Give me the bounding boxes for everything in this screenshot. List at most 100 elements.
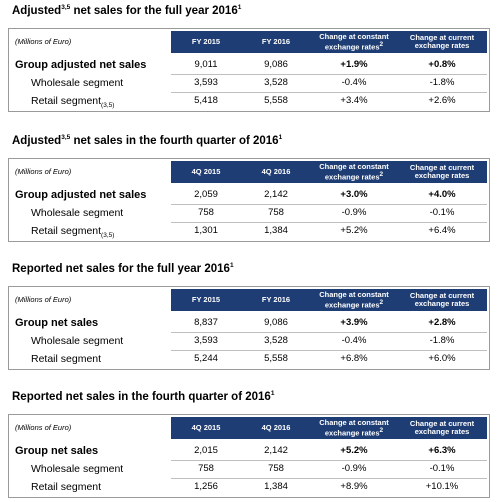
text-part: Adjusted bbox=[12, 134, 62, 147]
header-text: FY 2015 bbox=[192, 38, 220, 46]
header-band bbox=[171, 31, 487, 53]
table: (Millions of Euro) 4Q 2015 4Q 2016 Change a… bbox=[8, 158, 490, 242]
header-row: (Millions of Euro) 4Q 2015 4Q 2016 Change a… bbox=[9, 159, 489, 183]
value-cell: 758 bbox=[198, 463, 214, 474]
section-title: Adjusted3,5 net sales in the fourth quar… bbox=[12, 134, 282, 147]
row-divider bbox=[171, 204, 487, 205]
value-cell: 3,528 bbox=[264, 335, 288, 346]
value-cell: -0.9% bbox=[341, 463, 367, 474]
header-band bbox=[171, 161, 487, 183]
superscript: 2 bbox=[379, 298, 384, 306]
text-part: FY 2016 bbox=[261, 295, 291, 304]
text-part: net sales in the fourth quarter of 2016 bbox=[70, 134, 279, 147]
header-cell: Change at current exchange rates bbox=[397, 289, 487, 311]
header-cell: (Millions of Euro) bbox=[9, 289, 171, 311]
text-part: 4Q 2016 bbox=[261, 423, 291, 432]
value-cell: 758 bbox=[198, 207, 214, 218]
text-part: Group adjusted net sales bbox=[15, 189, 147, 201]
text-part: 4Q 2016 bbox=[261, 167, 291, 176]
table-row: Group adjusted net sales 2,059 2,142 +3.0% +… bbox=[9, 187, 489, 203]
superscript: 2 bbox=[379, 170, 384, 178]
value-cell: 3,593 bbox=[194, 77, 218, 88]
value-cell: +3.9% bbox=[340, 317, 368, 328]
header-text: Change at current exchange rates bbox=[397, 164, 487, 180]
superscript: 1 bbox=[229, 262, 234, 269]
header-cell: (Millions of Euro) bbox=[9, 161, 171, 183]
header-cell: 4Q 2015 bbox=[171, 161, 241, 183]
header-cell: Change at constant exchange rates2 bbox=[311, 31, 397, 53]
row-label: Retail segment(3,5) bbox=[9, 93, 193, 109]
section-title: Reported net sales in the fourth quarter… bbox=[12, 390, 274, 403]
text-part: (Millions of Euro) bbox=[15, 37, 72, 46]
table-row: Wholesale segment 758 758 -0.9% -0.1% bbox=[9, 461, 489, 477]
header-text: FY 2015 bbox=[192, 296, 220, 304]
value-cell: 9,086 bbox=[264, 59, 288, 70]
text-part: Wholesale segment bbox=[31, 335, 124, 347]
header-text: 4Q 2016 bbox=[262, 168, 291, 176]
value-cell: 9,086 bbox=[264, 317, 288, 328]
row-label: Retail segment(3,5) bbox=[9, 223, 193, 239]
header-cell: Change at current exchange rates bbox=[397, 417, 487, 439]
value-cell: 5,558 bbox=[264, 95, 288, 106]
table: (Millions of Euro) 4Q 2015 4Q 2016 Change a… bbox=[8, 414, 490, 498]
table-row: Group net sales 8,837 9,086 +3.9% +2.8% bbox=[9, 315, 489, 331]
value-cell: 5,418 bbox=[194, 95, 218, 106]
value-cell: 1,384 bbox=[264, 481, 288, 492]
value-cell: 1,301 bbox=[194, 225, 218, 236]
header-text: Change at current exchange rates bbox=[397, 34, 487, 50]
superscript: 3,5 bbox=[61, 4, 71, 11]
value-cell: 1,384 bbox=[264, 225, 288, 236]
text-part: Change at current exchange rates bbox=[409, 33, 475, 50]
text-part: Reported net sales for the full year 201… bbox=[12, 262, 230, 275]
text-part: Change at constant exchange rates bbox=[319, 31, 389, 52]
header-cell: Change at current exchange rates bbox=[397, 31, 487, 53]
row-label: Wholesale segment bbox=[9, 461, 193, 477]
text-part: Change at current exchange rates bbox=[409, 419, 475, 436]
table-row: Retail segment(3,5) 1,301 1,384 +5.2% +6.4% bbox=[9, 223, 489, 239]
header-text: Change at constant exchange rates2 bbox=[311, 418, 397, 438]
header-band bbox=[171, 417, 487, 439]
value-cell: -0.1% bbox=[429, 207, 455, 218]
text-part: (Millions of Euro) bbox=[15, 167, 72, 176]
row-divider bbox=[171, 74, 487, 75]
header-row: (Millions of Euro) 4Q 2015 4Q 2016 Change a… bbox=[9, 415, 489, 439]
table-row: Wholesale segment 758 758 -0.9% -0.1% bbox=[9, 205, 489, 221]
text-part: 4Q 2015 bbox=[191, 167, 221, 176]
value-cell: +3.4% bbox=[340, 95, 368, 106]
table-row: Group net sales 2,015 2,142 +5.2% +6.3% bbox=[9, 443, 489, 459]
header-cell: FY 2016 bbox=[241, 289, 311, 311]
value-cell: 758 bbox=[268, 463, 284, 474]
row-label: Retail segment bbox=[9, 351, 193, 367]
header-cell: FY 2016 bbox=[241, 31, 311, 53]
text-part: (Millions of Euro) bbox=[15, 295, 72, 304]
value-cell: 2,142 bbox=[264, 189, 288, 200]
row-label: Group adjusted net sales bbox=[9, 57, 177, 73]
value-cell: 758 bbox=[268, 207, 284, 218]
header-text: Change at constant exchange rates2 bbox=[311, 161, 397, 182]
text-part: Change at constant exchange rates bbox=[319, 161, 389, 182]
text-part: FY 2016 bbox=[261, 37, 291, 46]
row-label: Wholesale segment bbox=[9, 205, 193, 221]
superscript: (3,5) bbox=[101, 232, 115, 240]
header-cell: (Millions of Euro) bbox=[9, 31, 171, 53]
text-part: Group net sales bbox=[15, 445, 99, 457]
text-part: net sales for the full year 2016 bbox=[70, 4, 238, 17]
text-part: Retail segment bbox=[31, 95, 102, 107]
row-label: Group adjusted net sales bbox=[9, 187, 177, 203]
row-divider bbox=[171, 92, 487, 93]
text-part: FY 2015 bbox=[191, 295, 221, 304]
text-part: (Millions of Euro) bbox=[15, 423, 72, 432]
header-text: (Millions of Euro) bbox=[15, 424, 71, 432]
value-cell: +6.4% bbox=[428, 225, 456, 236]
value-cell: +5.2% bbox=[340, 445, 368, 456]
header-text: FY 2016 bbox=[262, 38, 290, 46]
row-divider bbox=[171, 460, 487, 461]
superscript: 2 bbox=[379, 40, 384, 48]
value-cell: 2,142 bbox=[264, 445, 288, 456]
row-label: Retail segment bbox=[9, 479, 193, 495]
value-cell: +5.2% bbox=[340, 225, 368, 236]
header-cell: FY 2015 bbox=[171, 31, 241, 53]
row-label: Group net sales bbox=[9, 443, 177, 459]
text-part: Retail segment bbox=[31, 481, 102, 493]
header-text: (Millions of Euro) bbox=[15, 168, 71, 176]
